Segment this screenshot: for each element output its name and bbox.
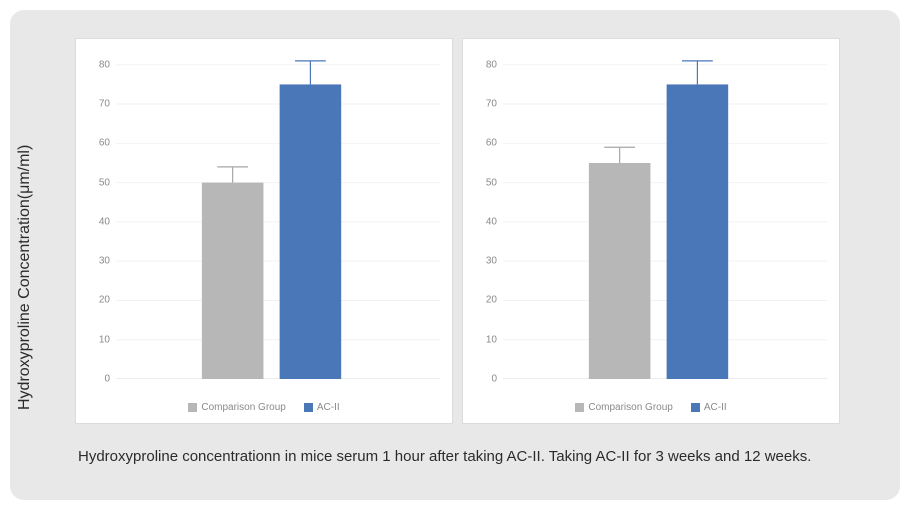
y-axis-label: Hydroxyproline Concentration(μm/ml) [16,145,34,410]
ytick-label: 80 [99,59,110,70]
legend-left: Comparison Group AC-II [76,402,452,413]
ytick-label: 0 [104,374,110,385]
ytick-label: 0 [491,374,497,385]
swatch-comp [188,403,197,412]
swatch-ac [304,403,313,412]
ytick-label: 70 [486,99,497,110]
ytick-label: 50 [486,177,497,188]
ytick-label: 50 [99,177,110,188]
ytick-label: 40 [486,216,497,227]
ytick-label: 70 [99,99,110,110]
errorbar-comp [217,167,248,183]
ytick-label: 30 [99,256,110,267]
figure-caption: Hydroxyproline concentrationn in mice se… [78,448,811,465]
legend-item-ac: AC-II [304,402,340,413]
bar-ac [280,84,342,379]
ytick-label: 20 [486,295,497,306]
grid-right [503,53,827,379]
swatch-ac [691,403,700,412]
ytick-label: 80 [486,59,497,70]
grid-left [116,53,440,379]
plot-area-left: 01020304050607080 [116,53,440,379]
bar-comp [589,163,651,379]
legend-label-ac: AC-II [704,402,727,413]
bar-ac [667,84,729,379]
ytick-label: 10 [486,334,497,345]
legend-item-comp: Comparison Group [575,402,672,413]
errorbar-comp [604,147,635,163]
ytick-label: 60 [99,138,110,149]
bar-comp [202,183,264,379]
legend-right: Comparison Group AC-II [463,402,839,413]
figure-panel: Hydroxyproline Concentration(μm/ml) 0102… [10,10,900,500]
chart-left: 01020304050607080 Comparison Group AC-II [75,38,453,424]
legend-label-comp: Comparison Group [588,402,672,413]
ytick-label: 30 [486,256,497,267]
ytick-label: 20 [99,295,110,306]
legend-label-ac: AC-II [317,402,340,413]
legend-label-comp: Comparison Group [201,402,285,413]
legend-item-comp: Comparison Group [188,402,285,413]
ytick-label: 60 [486,138,497,149]
chart-right: 01020304050607080 Comparison Group AC-II [462,38,840,424]
ytick-label: 10 [99,334,110,345]
ytick-label: 40 [99,216,110,227]
legend-item-ac: AC-II [691,402,727,413]
swatch-comp [575,403,584,412]
plot-area-right: 01020304050607080 [503,53,827,379]
